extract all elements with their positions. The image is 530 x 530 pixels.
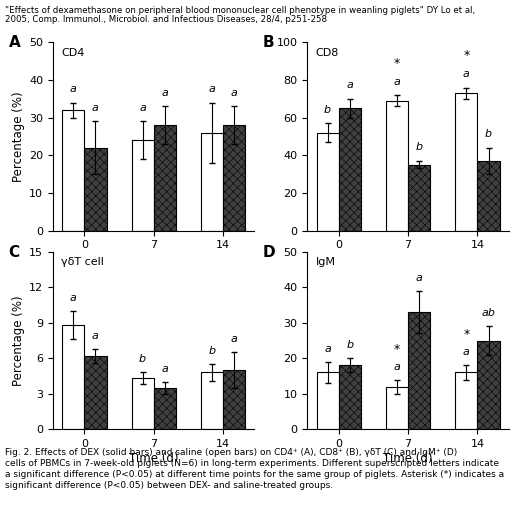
Text: a: a [394,77,401,86]
Bar [455,373,478,429]
Text: D: D [263,245,276,260]
Bar [131,140,154,231]
Text: b: b [346,340,354,350]
Text: *: * [394,57,400,69]
Bar [131,378,154,429]
Text: a significant difference (P<0.05) at different time points for the same group of: a significant difference (P<0.05) at dif… [5,470,505,479]
Text: a: a [92,331,99,341]
Bar [62,110,84,231]
Bar [386,387,408,429]
Text: ab: ab [482,308,496,319]
Text: a: a [70,293,77,303]
X-axis label: Time (d): Time (d) [129,253,179,266]
Text: b: b [208,346,216,356]
Text: Fig. 2. Effects of DEX (solid bars) and saline (open bars) on CD4⁺ (A), CD8⁺ (B): Fig. 2. Effects of DEX (solid bars) and … [5,448,457,457]
Bar [84,148,107,231]
Text: a: a [394,361,401,372]
Bar [223,370,245,429]
Text: a: a [92,103,99,113]
Text: a: a [231,334,237,344]
Text: γδT cell: γδT cell [61,257,104,267]
Bar [62,325,84,429]
Text: a: a [161,88,168,98]
Text: C: C [8,245,20,260]
Text: b: b [485,129,492,139]
Bar [316,373,339,429]
Text: A: A [8,35,21,50]
Text: a: a [139,103,146,113]
Text: "Effects of dexamethasone on peripheral blood mononuclear cell phenotype in wean: "Effects of dexamethasone on peripheral … [5,6,475,15]
Text: a: a [347,81,354,91]
Text: *: * [394,342,400,356]
Bar [386,101,408,231]
Text: *: * [463,329,470,341]
Bar [478,161,500,231]
Y-axis label: Percentage (%): Percentage (%) [12,91,25,182]
Text: a: a [208,84,215,94]
Text: cells of PBMCs in 7-week-old piglets (N=6) in long-term experiments. Different s: cells of PBMCs in 7-week-old piglets (N=… [5,459,499,468]
X-axis label: Time (d): Time (d) [383,452,433,465]
Bar [223,125,245,231]
Bar [84,356,107,429]
Text: a: a [463,69,470,79]
Bar [408,312,430,429]
Bar [408,165,430,231]
Bar [154,125,176,231]
Text: B: B [263,35,275,50]
Text: CD4: CD4 [61,48,84,58]
Bar [339,108,361,231]
Y-axis label: Percentage (%): Percentage (%) [12,295,25,386]
Text: a: a [324,344,331,354]
Text: significant difference (P<0.05) between DEX- and saline-treated groups.: significant difference (P<0.05) between … [5,481,333,490]
Text: CD8: CD8 [315,48,339,58]
Bar [455,93,478,231]
Text: a: a [231,88,237,98]
Text: b: b [416,143,423,153]
X-axis label: Time (d): Time (d) [129,452,179,465]
Text: 2005, Comp. Immunol., Microbiol. and Infectious Diseases, 28/4, p251-258: 2005, Comp. Immunol., Microbiol. and Inf… [5,15,328,24]
Bar [201,132,223,231]
X-axis label: Time (d): Time (d) [383,253,433,266]
Bar [316,132,339,231]
Text: *: * [463,49,470,62]
Text: IgM: IgM [315,257,335,267]
Bar [478,340,500,429]
Text: a: a [161,364,168,374]
Text: b: b [139,355,146,365]
Text: a: a [463,347,470,357]
Bar [201,373,223,429]
Text: b: b [324,105,331,115]
Text: a: a [416,273,422,283]
Bar [154,388,176,429]
Bar [339,365,361,429]
Text: a: a [70,84,77,94]
